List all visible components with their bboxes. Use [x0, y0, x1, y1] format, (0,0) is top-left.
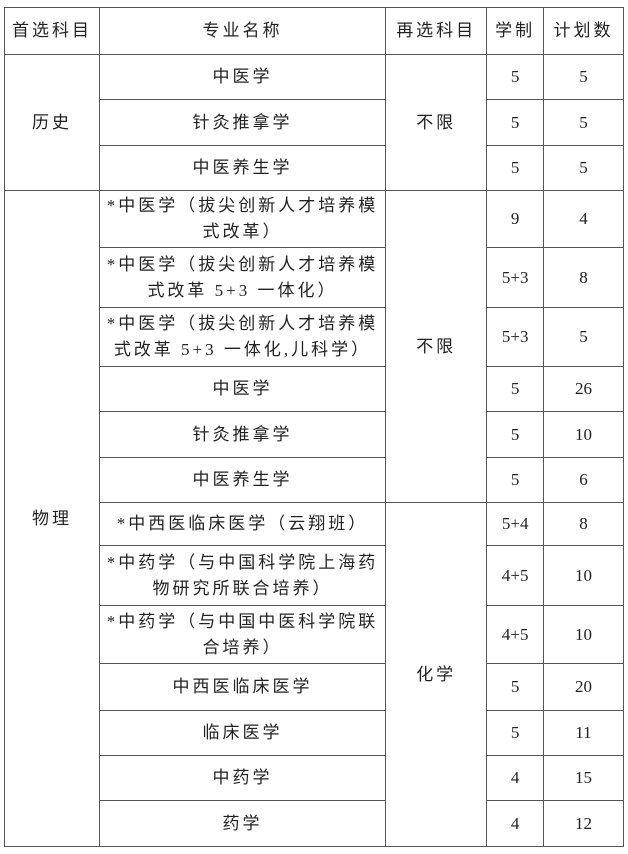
table-row: *中药学（与中国中医科学院联合培养） 4+5 10 — [5, 605, 625, 664]
plan-cell: 8 — [542, 247, 625, 308]
years-cell: 5 — [486, 457, 544, 503]
years-cell: 5 — [486, 663, 544, 711]
plan-cell: 10 — [542, 411, 625, 458]
years-cell: 5+4 — [486, 502, 544, 546]
table-row: *中医学（拔尖创新人才培养模式改革 5+3 一体化,儿科学） 5+3 5 — [5, 307, 625, 367]
table-row: 针灸推拿学 5 10 — [5, 411, 625, 458]
table-row: 中医养生学 5 5 — [5, 145, 625, 191]
table-row: 物理 *中医学（拔尖创新人才培养模式改革） 不限 9 4 — [4, 190, 625, 847]
years-cell: 5 — [486, 411, 544, 458]
header-years: 学制 — [486, 7, 544, 55]
plan-cell: 5 — [542, 145, 625, 191]
table-row: 临床医学 5 11 — [5, 710, 625, 756]
years-cell: 9 — [486, 190, 544, 248]
plan-cell: 15 — [542, 755, 625, 801]
years-cell: 5 — [486, 99, 544, 146]
table-row: 药学 4 12 — [5, 800, 625, 847]
table-row: 中医养生学 5 6 — [5, 457, 625, 503]
years-cell: 5+3 — [486, 307, 544, 367]
table-row: *中西医临床医学（云翔班） 化学 5+4 8 — [5, 502, 625, 847]
major-cell: *中医学（拔尖创新人才培养模式改革 5+3 一体化） — [98, 247, 387, 308]
plan-cell: 10 — [542, 605, 625, 664]
header-first-subject: 首选科目 — [4, 7, 100, 55]
major-cell: 中西医临床医学 — [98, 663, 387, 711]
major-cell: *中医学（拔尖创新人才培养模式改革） — [98, 190, 387, 248]
major-cell: 中医养生学 — [98, 145, 387, 191]
enrollment-plan-table: 首选科目 专业名称 再选科目 学制 计划数 历史 中医学 不限 5 5 针灸推拿学 5 5 中医… — [4, 7, 625, 847]
major-cell: 中医养生学 — [98, 457, 387, 503]
plan-cell: 8 — [542, 502, 625, 546]
plan-cell: 6 — [542, 457, 625, 503]
plan-cell: 4 — [542, 190, 625, 248]
first-subject-cell: 物理 — [4, 190, 100, 847]
years-cell: 5 — [486, 710, 544, 756]
major-cell: *中医学（拔尖创新人才培养模式改革 5+3 一体化,儿科学） — [98, 307, 387, 367]
header-row: 首选科目 专业名称 再选科目 学制 计划数 — [4, 7, 625, 55]
table-row: 历史 中医学 不限 5 5 — [4, 54, 625, 191]
table-row: *中药学（与中国科学院上海药物研究所联合培养） 4+5 10 — [5, 545, 625, 606]
plan-cell: 20 — [542, 663, 625, 711]
table-row: *中医学（拔尖创新人才培养模式改革 5+3 一体化） 5+3 8 — [5, 247, 625, 308]
plan-cell: 5 — [542, 54, 625, 100]
years-cell: 4+5 — [486, 545, 544, 606]
major-cell: 针灸推拿学 — [98, 99, 387, 146]
years-cell: 4 — [486, 800, 544, 847]
major-cell: 药学 — [98, 800, 387, 847]
table-row: 中药学 4 15 — [5, 755, 625, 801]
years-cell: 5 — [486, 366, 544, 412]
plan-cell: 10 — [542, 545, 625, 606]
major-cell: 中药学 — [98, 755, 387, 801]
years-cell: 5 — [486, 145, 544, 191]
major-cell: 针灸推拿学 — [98, 411, 387, 458]
major-cell: 中医学 — [98, 366, 387, 412]
major-cell: 临床医学 — [98, 710, 387, 756]
reselect-subject-cell: 化学 — [384, 502, 488, 847]
plan-cell: 5 — [542, 99, 625, 146]
table-row: 中西医临床医学 5 20 — [5, 663, 625, 711]
years-cell: 5 — [486, 54, 544, 100]
reselect-subject-cell: 不限 — [384, 190, 488, 503]
plan-cell: 11 — [542, 710, 625, 756]
plan-cell: 5 — [542, 307, 625, 367]
plan-cell: 12 — [542, 800, 625, 847]
plan-cell: 26 — [542, 366, 625, 412]
years-cell: 5+3 — [486, 247, 544, 308]
years-cell: 4+5 — [486, 605, 544, 664]
header-reselect-subject: 再选科目 — [384, 7, 488, 55]
table-row: 针灸推拿学 5 5 — [5, 99, 625, 146]
major-cell: *中西医临床医学（云翔班） — [98, 502, 387, 546]
years-cell: 4 — [486, 755, 544, 801]
major-cell: *中药学（与中国科学院上海药物研究所联合培养） — [98, 545, 387, 606]
reselect-subject-cell: 不限 — [384, 54, 488, 191]
header-plan: 计划数 — [542, 7, 625, 55]
header-major: 专业名称 — [98, 7, 387, 55]
first-subject-cell: 历史 — [4, 54, 100, 191]
major-cell: *中药学（与中国中医科学院联合培养） — [98, 605, 387, 664]
major-cell: 中医学 — [98, 54, 387, 100]
